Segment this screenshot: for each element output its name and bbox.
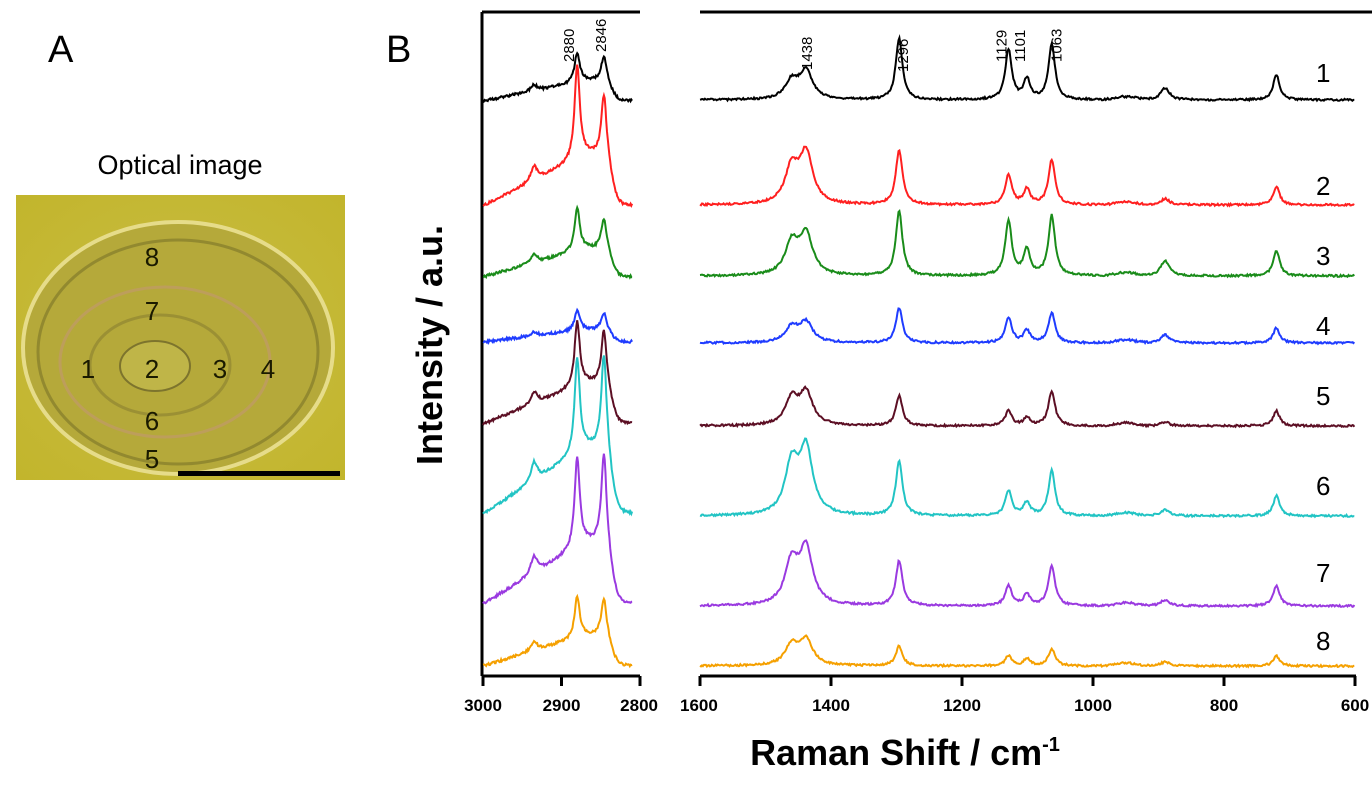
x-tick-label: 1600 [680,696,718,715]
spectrum-label: 4 [1316,311,1330,341]
x-tick-label: 600 [1341,696,1369,715]
x-tick-label: 1400 [812,696,850,715]
x-tick-label: 3000 [464,696,502,715]
spectrum-label: 6 [1316,471,1330,501]
image-point-label: 7 [145,296,159,326]
x-tick-label: 1200 [943,696,981,715]
x-tick-label: 2900 [543,696,581,715]
spectrum-label: 3 [1316,241,1330,271]
y-axis-label: Intensity / a.u. [409,225,450,465]
x-tick-label: 1000 [1074,696,1112,715]
spectrum-3-fingerprint-region [699,209,1356,279]
optical-image-title: Optical image [97,150,262,180]
image-point-label: 4 [261,354,275,384]
image-point-label: 6 [145,406,159,436]
spectrum-label: 5 [1316,381,1330,411]
spectrum-1-ch-region [482,51,633,104]
scale-bar [178,471,340,476]
spectrum-8-fingerprint-region [699,634,1355,669]
image-point-label: 8 [145,242,159,272]
x-tick-label: 2800 [620,696,658,715]
spectrum-label: 1 [1316,58,1330,88]
spectrum-2-ch-region [482,64,634,209]
image-point-label: 1 [81,354,95,384]
peak-label: 1101 [1012,30,1029,62]
spectrum-label: 7 [1316,558,1330,588]
spectrum-7-ch-region [482,453,633,605]
spectrum-4-ch-region [482,307,633,345]
panel-a-label: A [48,29,74,71]
panel-b-label: B [386,29,411,71]
x-tick-label: 800 [1210,696,1238,715]
spectrum-label: 8 [1316,626,1330,656]
axes-frame [480,10,1372,678]
peak-label: 2880 [561,29,578,62]
peak-label: 2846 [593,19,610,52]
peak-label: 1063 [1049,29,1066,62]
spectrum-7-fingerprint-region [699,539,1356,609]
image-point-label: 5 [145,444,159,474]
image-point-label: 3 [213,354,227,384]
spectrum-4-fingerprint-region [699,307,1356,346]
spectrum-8-ch-region [482,593,633,669]
x-axis-label: Raman Shift / cm-1 [750,732,1060,773]
peak-label: 1438 [799,37,816,70]
x-axis-label-text: Raman Shift / cm [750,732,1042,773]
spectrum-2-fingerprint-region [699,145,1355,208]
spectrum-label: 2 [1316,171,1330,201]
image-point-label: 2 [145,354,159,384]
spectrum-5-ch-region [482,320,633,426]
spectrum-6-fingerprint-region [699,437,1355,519]
x-axis-label-superscript: -1 [1042,734,1060,756]
peak-label: 1129 [994,30,1011,62]
peak-label: 1296 [895,39,912,72]
optical-image [16,195,345,480]
spectrum-3-ch-region [482,204,633,280]
spectrum-1-fingerprint-region [699,33,1355,103]
spectrum-5-fingerprint-region [699,385,1356,429]
spectrum-6-ch-region [482,355,634,517]
